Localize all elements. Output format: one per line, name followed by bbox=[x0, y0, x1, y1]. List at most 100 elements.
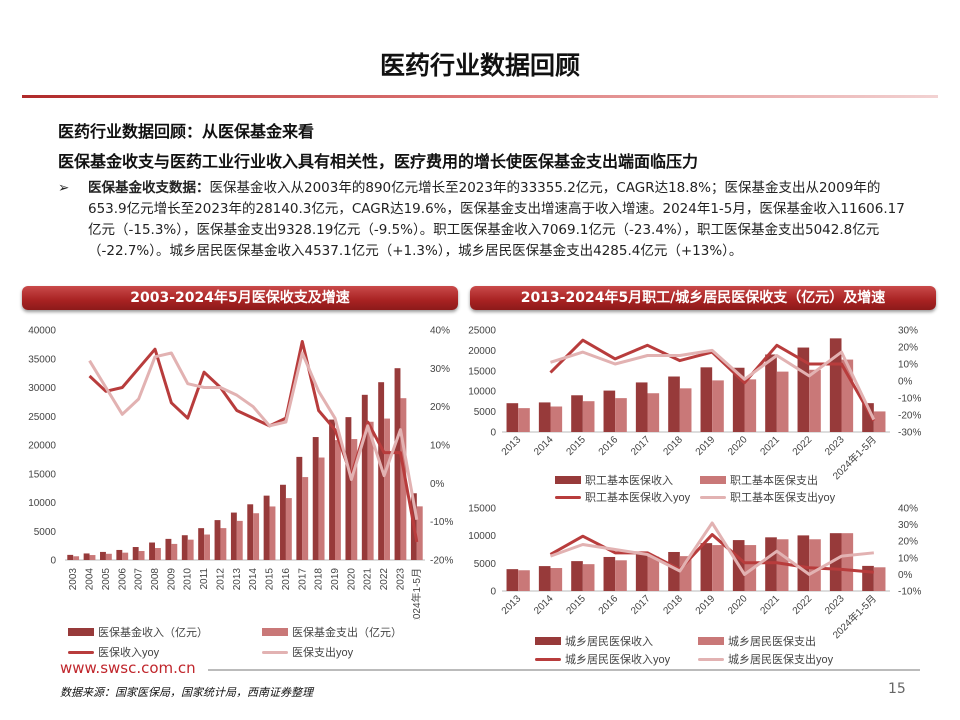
y-tick-label: 25000 bbox=[28, 412, 56, 423]
x-tick-label: 2015 bbox=[265, 568, 276, 591]
x-tick-label: 2020 bbox=[346, 568, 357, 591]
bar-income bbox=[67, 554, 74, 560]
bar-expense bbox=[873, 411, 886, 432]
title-divider bbox=[22, 95, 938, 98]
legend-item: 城乡居民医保支出yoy bbox=[698, 651, 833, 667]
bar-expense bbox=[220, 528, 227, 560]
x-tick-label: 2004 bbox=[85, 568, 96, 591]
bar-expense bbox=[73, 556, 80, 560]
x-tick-label: 2018 bbox=[661, 593, 685, 617]
bar-expense bbox=[712, 380, 724, 432]
bar-expense bbox=[841, 533, 854, 591]
legend-item: 职工基本医保收入 bbox=[555, 472, 673, 488]
x-tick-label: 2017 bbox=[297, 568, 308, 591]
y-tick-label: 0 bbox=[50, 556, 56, 567]
legend-item: 职工基本医保支出yoy bbox=[700, 489, 835, 505]
y-tick-label: 35000 bbox=[28, 354, 56, 365]
y2-tick-label: -20% bbox=[898, 411, 921, 422]
x-tick-label: 2019 bbox=[694, 593, 718, 617]
bar-income bbox=[635, 382, 648, 432]
legend-label: 城乡居民医保支出 bbox=[728, 636, 816, 648]
x-tick-label: 2011 bbox=[199, 568, 210, 590]
chart2-banner: 2013-2024年5月职工/城乡居民医保收支（亿元）及增速 bbox=[470, 286, 936, 310]
y2-tick-label: 0% bbox=[898, 377, 913, 388]
bar-income bbox=[538, 402, 551, 432]
y-tick-label: 15000 bbox=[468, 366, 496, 377]
bar-expense bbox=[679, 556, 692, 591]
bar-expense bbox=[809, 369, 821, 432]
x-tick-label: 2005 bbox=[101, 568, 112, 591]
bar-income bbox=[668, 551, 680, 591]
legend-item: 医保基金收入（亿元） bbox=[68, 624, 208, 640]
x-tick-label: 2003 bbox=[68, 568, 79, 591]
legend-label: 职工基本医保支出yoy bbox=[730, 492, 836, 504]
bar-expense bbox=[582, 564, 595, 591]
y-tick-label: 10000 bbox=[468, 531, 496, 542]
y2-tick-label: 10% bbox=[898, 360, 918, 371]
y2-tick-label: 40% bbox=[898, 504, 918, 515]
y-tick-label: 20000 bbox=[28, 441, 56, 452]
y-tick-label: 30000 bbox=[28, 383, 56, 394]
bar-expense bbox=[236, 520, 243, 560]
y-tick-label: 10000 bbox=[28, 498, 56, 509]
bullet-paragraph: ➢ 医保基金收支数据：医保基金收入从2003年的890亿元增长至2023年的33… bbox=[58, 178, 908, 262]
x-tick-label: 2014 bbox=[532, 434, 556, 458]
bar-expense bbox=[582, 401, 595, 432]
bar-income bbox=[862, 403, 874, 432]
bar-income bbox=[181, 535, 188, 560]
y-tick-label: 15000 bbox=[468, 504, 496, 515]
bar-expense bbox=[351, 439, 358, 560]
bar-income bbox=[797, 347, 810, 432]
bar-income bbox=[83, 553, 90, 560]
bar-expense bbox=[550, 406, 563, 432]
x-tick-label: 2010 bbox=[183, 568, 194, 591]
bar-expense bbox=[647, 393, 660, 432]
bar-expense bbox=[384, 418, 390, 560]
bar-expense bbox=[550, 568, 563, 591]
bar-expense bbox=[615, 560, 627, 591]
bar-income bbox=[732, 367, 745, 432]
bar-income bbox=[571, 395, 583, 432]
section-heading: 医药行业数据回顾：从医保基金来看 bbox=[58, 122, 315, 141]
bar-expense bbox=[122, 552, 129, 560]
legend-swatch bbox=[68, 650, 94, 654]
legend-item: 医保支出yoy bbox=[262, 644, 353, 660]
bar-income bbox=[700, 543, 713, 591]
bar-income bbox=[230, 512, 237, 560]
chart-employee-insurance: 0 5000 10000 15000 20000 25000 -30% -20% -10% 0% 1… bbox=[468, 326, 921, 481]
page-title: 医药行业数据回顾 bbox=[379, 51, 580, 80]
y-tick-label: 0 bbox=[490, 587, 496, 598]
bar-expense bbox=[518, 570, 530, 591]
legend-label: 职工基本医保支出 bbox=[730, 475, 818, 487]
legend-swatch bbox=[262, 628, 288, 636]
legend-item: 城乡居民医保支出 bbox=[698, 633, 816, 649]
legend-label: 医保基金支出（亿元） bbox=[292, 627, 402, 639]
x-tick-label: 2017 bbox=[629, 593, 653, 617]
y-tick-label: 20000 bbox=[468, 346, 496, 357]
x-tick-label: 2023 bbox=[395, 568, 406, 591]
y2-tick-label: 20% bbox=[898, 537, 918, 548]
bar-expense bbox=[318, 457, 325, 560]
x-tick-label: 2019 bbox=[330, 568, 341, 591]
website-link[interactable]: www.swsc.com.cn bbox=[60, 659, 196, 677]
bar-expense bbox=[269, 506, 276, 560]
bar-expense bbox=[776, 371, 789, 432]
legend-swatch bbox=[262, 650, 288, 654]
y2-tick-label: 40% bbox=[430, 326, 450, 337]
bar-income bbox=[603, 556, 616, 591]
bar-income bbox=[538, 566, 551, 591]
bar-income bbox=[312, 437, 319, 560]
legend-item: 医保基金支出（亿元） bbox=[262, 624, 402, 640]
y-tick-label: 40000 bbox=[28, 326, 56, 337]
y-tick-label: 5000 bbox=[474, 559, 497, 570]
bar-expense bbox=[204, 534, 210, 560]
bar-expense bbox=[302, 477, 309, 560]
y-tick-label: 0 bbox=[490, 428, 496, 439]
y-tick-label: 5000 bbox=[34, 527, 57, 538]
bar-income bbox=[797, 535, 810, 591]
x-tick-label: 2020 bbox=[726, 434, 750, 458]
x-tick-label: 2024年1-5月 bbox=[410, 568, 423, 620]
x-tick-label: 2022 bbox=[791, 434, 815, 458]
bar-expense bbox=[647, 556, 660, 591]
x-tick-label: 2016 bbox=[597, 434, 621, 458]
